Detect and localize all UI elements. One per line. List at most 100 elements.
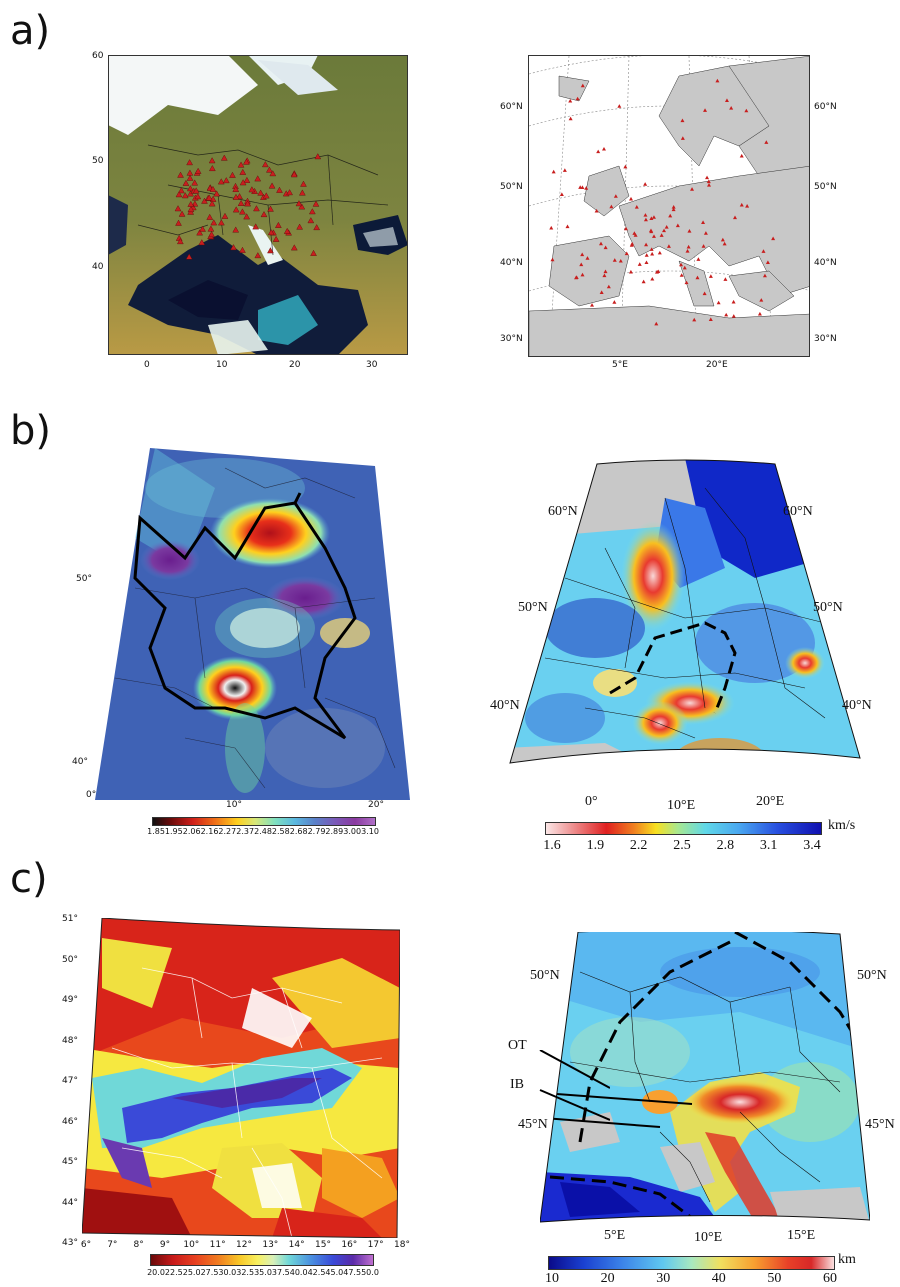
- station-marker: [290, 171, 298, 178]
- station-marker: [703, 231, 708, 235]
- b-right-colorbar: [545, 822, 822, 835]
- station-marker: [579, 262, 584, 267]
- station-marker: [257, 189, 264, 196]
- b-left-colorbar-tick: 2.89: [325, 827, 344, 836]
- station-marker: [668, 213, 673, 218]
- c-right-lat-right-45: 45°N: [865, 1117, 895, 1132]
- station-marker: [254, 175, 262, 182]
- station-marker: [194, 167, 202, 174]
- station-marker: [722, 241, 727, 246]
- c-left-lat-tick: 48°: [62, 1035, 78, 1046]
- b-left-colorbar-tick: 2.27: [218, 827, 237, 836]
- station-marker: [609, 204, 614, 209]
- station-marker: [623, 226, 628, 231]
- a-right-lat-left-30: 30°N: [500, 334, 523, 344]
- a-right-lon-5e: 5°E: [612, 360, 628, 370]
- c-left-colorbar-tick: 32.5: [236, 1268, 255, 1277]
- b-left-colorbar-tick: 2.16: [200, 827, 219, 836]
- station-marker: [239, 208, 246, 215]
- station-marker: [578, 185, 583, 189]
- c-right-colorbar-tick: 10: [545, 1271, 559, 1286]
- station-marker: [618, 258, 623, 263]
- b-right-lat-left-50: 50°N: [518, 600, 548, 615]
- station-marker: [702, 291, 707, 296]
- station-marker: [733, 215, 738, 220]
- b-right-colorbar-unit: km/s: [828, 818, 856, 833]
- c-right-label-ib: IB: [510, 1077, 524, 1092]
- station-marker: [565, 224, 570, 229]
- station-marker: [701, 220, 706, 225]
- station-marker: [649, 247, 654, 251]
- station-marker: [243, 176, 251, 183]
- b-left-colorbar-tick: 2.06: [182, 827, 201, 836]
- station-marker: [633, 233, 638, 237]
- station-marker: [657, 250, 662, 255]
- station-marker: [765, 260, 770, 265]
- b-right-colorbar-tick: 2.2: [629, 838, 648, 853]
- station-marker: [207, 225, 215, 232]
- station-marker: [192, 187, 200, 194]
- station-marker: [276, 186, 283, 193]
- station-marker: [222, 177, 230, 184]
- station-marker: [262, 161, 269, 168]
- b-left-colorbar-tick: 2.48: [254, 827, 272, 836]
- relief-map-frame: [108, 55, 408, 355]
- station-marker: [771, 236, 776, 241]
- b-right-colorbar-tick: 2.8: [716, 838, 735, 853]
- station-marker: [575, 96, 580, 101]
- b-left-lon-0: 0°: [86, 790, 97, 800]
- station-marker: [208, 157, 216, 164]
- station-marker: [551, 169, 556, 174]
- station-marker: [643, 213, 648, 217]
- station-marker: [706, 179, 711, 184]
- station-marker: [671, 207, 676, 212]
- c-left-lat-tick: 44°: [62, 1197, 78, 1208]
- station-marker: [568, 116, 573, 121]
- station-marker: [662, 228, 667, 233]
- station-marker: [268, 182, 276, 189]
- c-left-lat-tick: 43°: [62, 1238, 78, 1248]
- a-left-ytick-60: 60: [92, 51, 104, 61]
- station-marker: [739, 153, 744, 158]
- station-marker: [599, 290, 604, 294]
- c-left-lon-tick: 6°: [80, 1240, 92, 1250]
- c-right-lon-10e: 10°E: [694, 1230, 723, 1245]
- station-marker: [716, 300, 721, 305]
- station-marker: [650, 276, 655, 281]
- c-left-lat-tick: 51°: [62, 914, 78, 924]
- b-right-colorbar-tick: 2.5: [673, 838, 691, 853]
- station-marker: [267, 247, 274, 254]
- station-marker: [590, 303, 595, 307]
- c-right-label-ot: OT: [508, 1038, 527, 1053]
- projection-map-svg: [529, 56, 809, 356]
- c-right-lat-right-50: 50°N: [857, 968, 887, 983]
- station-marker: [723, 277, 728, 281]
- c-left-lat-tick: 45°: [62, 1157, 78, 1167]
- a-left-xtick-0: 0: [144, 360, 150, 370]
- b-left-colorbar-tick: 2.37: [236, 827, 255, 836]
- station-marker: [177, 171, 184, 178]
- c-left-colorbar-tick: 30.0: [218, 1268, 237, 1277]
- station-marker: [687, 229, 692, 233]
- station-marker: [185, 253, 193, 260]
- a-right-lat-right-50: 50°N: [814, 182, 837, 192]
- c-left-colorbar-tick: 27.5: [200, 1268, 219, 1277]
- station-marker: [295, 200, 303, 207]
- station-marker: [244, 200, 251, 207]
- station-marker: [213, 190, 220, 197]
- station-marker: [266, 166, 273, 173]
- station-marker: [656, 269, 661, 274]
- station-marker: [580, 252, 585, 257]
- station-marker: [232, 206, 240, 213]
- c-left-lat-tick: 46°: [62, 1116, 78, 1127]
- station-marker: [629, 243, 634, 247]
- station-marker: [675, 223, 680, 228]
- c-left-lat-tick: 49°: [62, 995, 78, 1005]
- station-marker: [585, 256, 590, 260]
- c-left-lon-tick: 8°: [133, 1240, 144, 1250]
- station-marker: [286, 189, 293, 196]
- station-marker: [745, 204, 750, 208]
- station-marker: [248, 186, 256, 193]
- c-left-lon-tick: 18°: [394, 1240, 410, 1250]
- station-marker: [208, 231, 215, 238]
